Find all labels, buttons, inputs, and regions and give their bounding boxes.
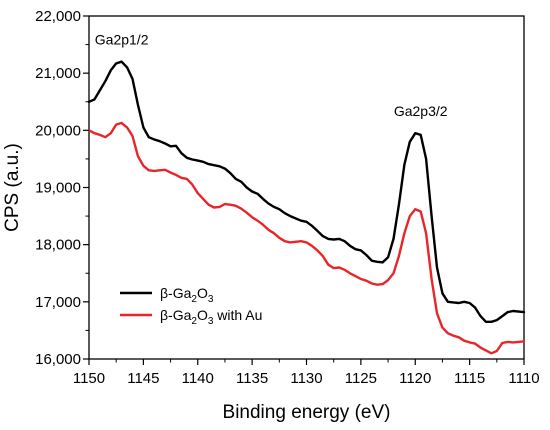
x-tick-label: 1130	[290, 370, 322, 387]
x-tick-label: 1120	[399, 370, 431, 387]
y-tick-label: 17,000	[35, 294, 81, 311]
x-tick-label: 1110	[508, 370, 539, 387]
y-tick-label: 19,000	[35, 180, 81, 197]
x-tick-label: 1145	[127, 370, 159, 387]
series-line-1	[87, 60, 526, 323]
y-tick-label: 20,000	[35, 122, 81, 139]
peak-label-2: Ga2p3/2	[394, 103, 448, 119]
y-tick-label: 18,000	[35, 237, 81, 254]
annotations: Ga2p1/2 Ga2p3/2	[95, 32, 448, 119]
y-tick-label: 21,000	[35, 65, 81, 82]
x-tick-label: 1125	[345, 370, 377, 387]
y-tick-label: 22,000	[35, 8, 81, 25]
series-group	[87, 60, 526, 355]
x-tick-label: 1150	[73, 370, 105, 387]
plot-frame	[88, 15, 525, 360]
x-tick-label: 1140	[182, 370, 214, 387]
y-axis-title: CPS (a.u.)	[2, 143, 23, 232]
x-axis-title: Binding energy (eV)	[223, 402, 391, 423]
peak-label-1: Ga2p1/2	[95, 32, 149, 48]
x-tick-label: 1115	[454, 370, 485, 387]
axes: 1150 1145 1140 1135 1130 1125 1120 1115 1110 16,0…	[2, 8, 540, 423]
plot-area	[88, 15, 525, 360]
legend-label-1: β-Ga2O3	[160, 285, 214, 305]
legend-label-2: β-Ga2O3 with Au	[160, 307, 262, 327]
series-line-2	[87, 121, 526, 355]
x-tick-label: 1135	[236, 370, 268, 387]
y-tick-label: 16,000	[35, 351, 81, 368]
